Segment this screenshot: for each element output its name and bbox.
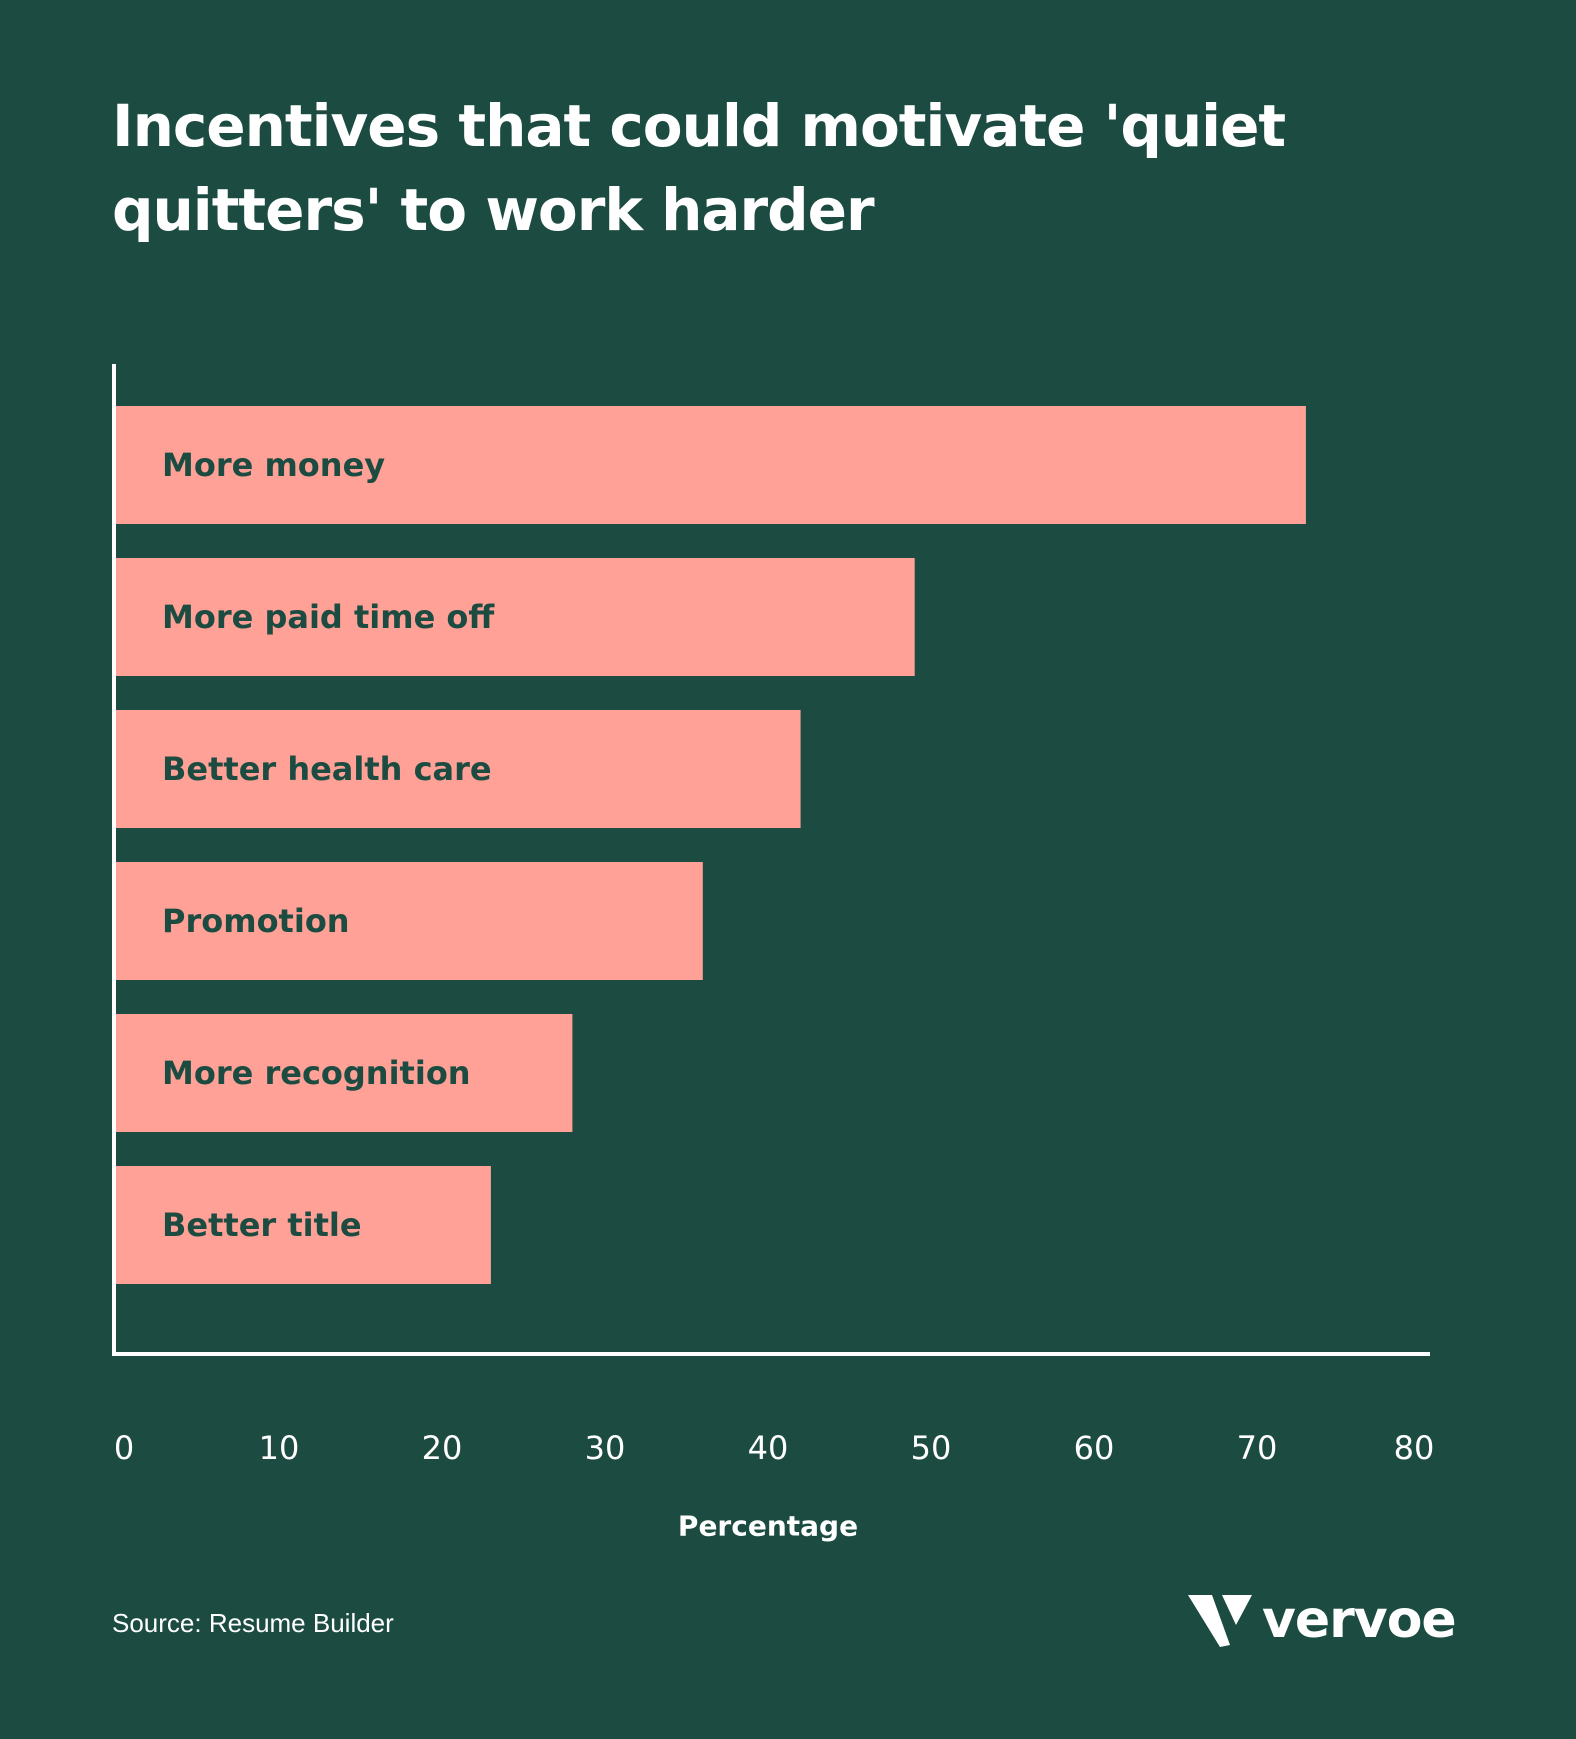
bar-label: Promotion: [162, 902, 350, 940]
bar: [116, 862, 703, 980]
bar-label: More paid time off: [162, 598, 495, 636]
vervoe-logo-text: vervoe: [1262, 1590, 1457, 1650]
x-tick-label: 60: [1074, 1429, 1115, 1467]
x-tick-label: 50: [911, 1429, 952, 1467]
source-note: Source: Resume Builder: [112, 1608, 394, 1638]
x-tick-label: 10: [259, 1429, 300, 1467]
bar-label: More money: [162, 446, 385, 484]
bar: [116, 710, 801, 828]
bar-label: Better health care: [162, 750, 492, 788]
vervoe-v-logo-icon: [1188, 1595, 1252, 1647]
x-tick-labels-group: 0 10 20 30 40 50 60 70 80: [114, 1429, 1435, 1467]
x-tick-label: 40: [748, 1429, 789, 1467]
bar: [116, 558, 915, 676]
bar-label: Better title: [162, 1206, 362, 1244]
bar-labels-group: More money More paid time off Better healt…: [162, 446, 495, 1244]
bars-group: [116, 406, 1306, 1284]
x-tick-label: 20: [422, 1429, 463, 1467]
bar: [116, 406, 1306, 524]
x-tick-label: 0: [114, 1429, 134, 1467]
bar-chart: More money More paid time off Better healt…: [112, 364, 1435, 1543]
x-tick-label: 70: [1237, 1429, 1278, 1467]
x-tick-label: 30: [585, 1429, 626, 1467]
vervoe-logo: vervoe: [1186, 1590, 1457, 1650]
bar: [116, 1014, 573, 1132]
x-axis-label: Percentage: [678, 1510, 858, 1543]
x-tick-label: 80: [1394, 1429, 1435, 1467]
chart-title: Incentives that could motivate 'quiet qu…: [112, 92, 1286, 244]
bar-label: More recognition: [162, 1054, 471, 1092]
bar: [116, 1166, 491, 1284]
